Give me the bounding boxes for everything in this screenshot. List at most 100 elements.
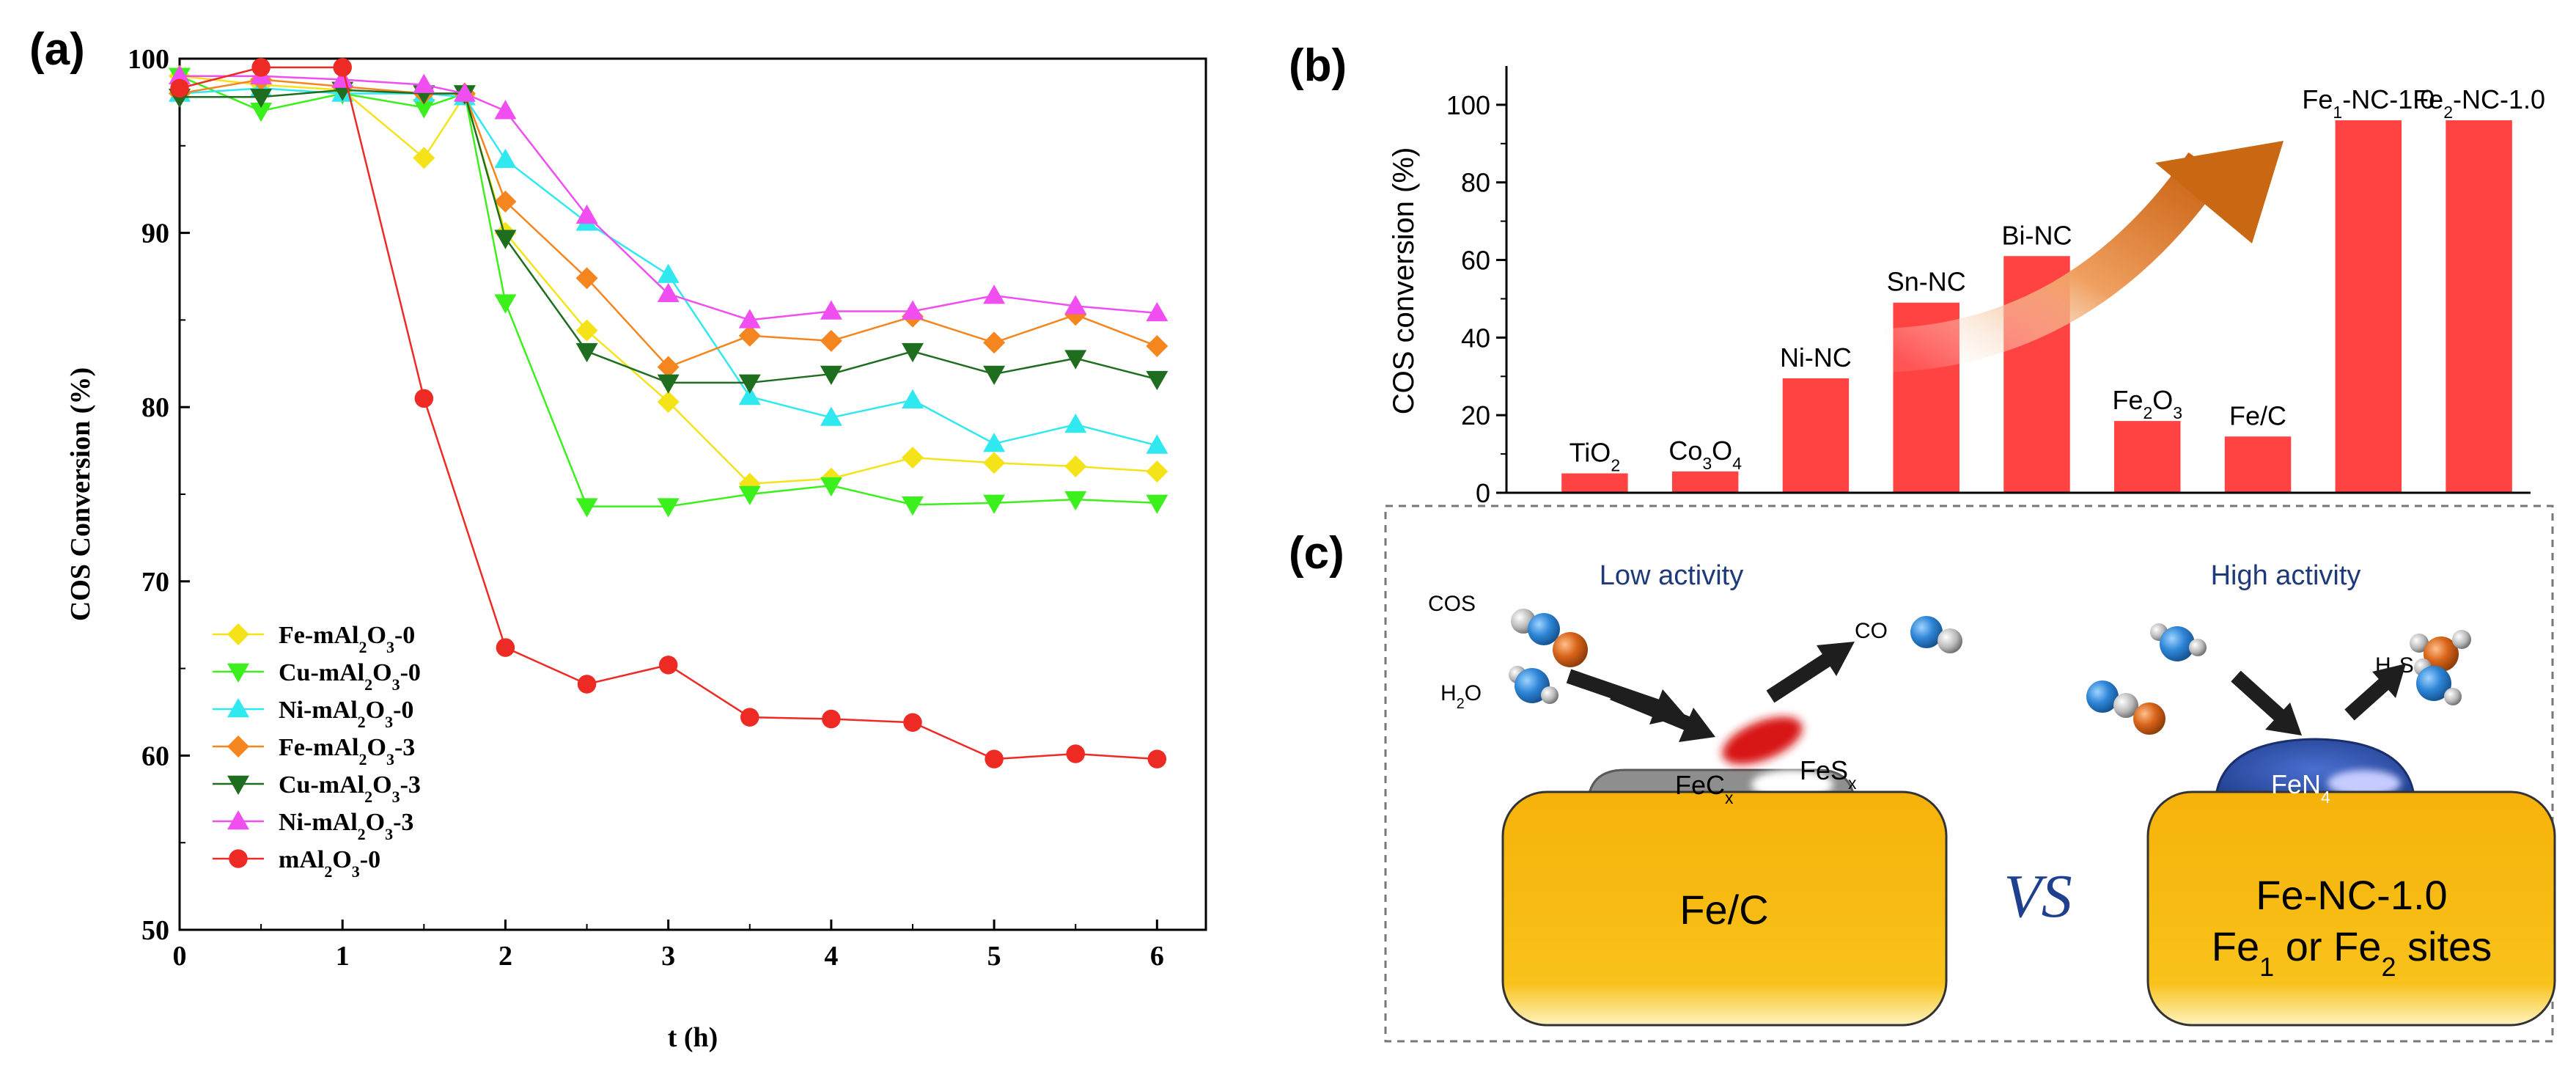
data-point xyxy=(169,65,191,85)
data-point xyxy=(575,204,598,224)
data-point xyxy=(1064,350,1087,370)
fe-c-support xyxy=(1501,790,1948,1027)
bar-label: Fe/C xyxy=(2229,400,2286,430)
data-point xyxy=(1146,434,1169,454)
data-point xyxy=(738,385,761,406)
data-point xyxy=(413,73,435,93)
panel-label-a: (a) xyxy=(29,24,85,75)
series-Fe-mAl2O3-3 xyxy=(169,68,1169,378)
legend-label: Fe-mAl2O3-0 xyxy=(279,622,415,656)
cos-molecule xyxy=(1511,609,1588,667)
data-point xyxy=(1146,494,1169,514)
x-axis-label-a: t (h) xyxy=(668,1022,718,1053)
y-axis-label-a: COS Conversion (%) xyxy=(65,367,96,621)
legend-marker xyxy=(227,698,249,718)
data-point xyxy=(983,331,1006,354)
bar-label: TiO2 xyxy=(1569,438,1620,475)
fe-c-support-label: Fe/C xyxy=(1679,887,1768,933)
fe-nc-support xyxy=(2146,790,2556,1027)
data-point xyxy=(740,708,759,727)
x-tick-label-a: 6 xyxy=(1150,941,1164,972)
data-point xyxy=(577,675,597,694)
data-point xyxy=(496,638,515,657)
x-tick-label-a: 0 xyxy=(173,941,187,972)
bar-TiO2 xyxy=(1561,473,1628,493)
data-point xyxy=(333,58,352,77)
cos-molecule-right xyxy=(2086,680,2165,735)
data-point xyxy=(494,294,517,314)
y-tick-label-b: 40 xyxy=(1461,323,1490,353)
x-tick-label-a: 5 xyxy=(987,941,1001,972)
data-point xyxy=(738,485,761,505)
data-point xyxy=(170,78,189,98)
x-tick-label-a: 4 xyxy=(824,941,838,972)
series-Ni-mAl2O3-3 xyxy=(169,65,1169,329)
y-tick-label-b: 0 xyxy=(1476,478,1490,508)
series-line xyxy=(180,89,1158,384)
data-point xyxy=(738,324,761,347)
legend-marker xyxy=(227,663,249,683)
data-point xyxy=(1064,455,1087,477)
data-point xyxy=(657,282,680,303)
arrow-h2o-in xyxy=(1610,686,1696,733)
bar-label: Fe2O3 xyxy=(2112,385,2182,422)
data-point xyxy=(902,300,924,320)
data-point xyxy=(983,452,1006,474)
y-tick-label-b: 80 xyxy=(1461,168,1490,198)
data-point xyxy=(414,389,434,408)
data-point xyxy=(494,148,517,169)
data-point xyxy=(575,342,598,363)
co-molecule xyxy=(1910,616,1962,653)
legend-marker xyxy=(227,735,249,757)
data-point xyxy=(738,374,761,394)
low-activity-label: Low activity xyxy=(1600,560,1743,591)
legend-label: Ni-mAl2O3-0 xyxy=(279,697,413,731)
legend-label: Ni-mAl2O3-3 xyxy=(279,809,413,843)
y-tick-label-b: 20 xyxy=(1461,400,1490,430)
data-point xyxy=(820,300,842,320)
data-point xyxy=(250,103,273,122)
bar-label: Ni-NC xyxy=(1780,342,1852,373)
arrow-reactants-in-head xyxy=(2265,702,2302,735)
reaction-arrows xyxy=(1566,642,2406,742)
data-point xyxy=(494,230,517,249)
x-tick-label-a: 1 xyxy=(336,941,350,972)
data-point xyxy=(413,147,435,169)
trend-arrow-shaft xyxy=(1883,152,2225,373)
data-point xyxy=(738,309,761,329)
data-point xyxy=(494,190,517,213)
legend-marker xyxy=(227,810,249,830)
high-activity-label: High activity xyxy=(2211,560,2361,591)
data-point xyxy=(1066,744,1085,763)
x-tick-label-a: 2 xyxy=(498,941,512,972)
data-point xyxy=(983,285,1006,304)
x-tick-label-a: 3 xyxy=(661,941,675,972)
data-point xyxy=(983,494,1006,514)
h2s-molecule xyxy=(2410,630,2471,672)
series-line xyxy=(179,78,1158,369)
legend-label: Cu-mAl2O3-3 xyxy=(279,771,421,806)
data-point xyxy=(250,89,273,109)
data-point xyxy=(1146,301,1169,322)
data-point xyxy=(494,100,517,120)
y-tick-label-b: 60 xyxy=(1461,246,1490,276)
data-point xyxy=(575,319,598,342)
fe-nc-sites-label: Fe1 or Fe2 sites xyxy=(2212,923,2492,982)
h2o-molecule-right-bottom xyxy=(2414,658,2462,705)
data-point xyxy=(657,498,680,518)
data-point xyxy=(1146,461,1169,483)
y-tick-label-a: 100 xyxy=(128,44,169,75)
data-point xyxy=(251,58,271,77)
h2o-molecule-right-top xyxy=(2150,623,2207,661)
arrow-h2s-out-head xyxy=(2372,664,2406,698)
fe-nc-support-label: Fe-NC-1.0 xyxy=(2256,872,2447,918)
data-point xyxy=(902,342,924,363)
h2o-molecule-left xyxy=(1509,666,1559,704)
trend-arrow-head xyxy=(2155,141,2284,243)
cos-label: COS xyxy=(1428,592,1476,616)
bar-Ni-NC xyxy=(1782,378,1850,493)
bar-label: Bi-NC xyxy=(2002,220,2072,250)
data-point xyxy=(983,365,1006,386)
